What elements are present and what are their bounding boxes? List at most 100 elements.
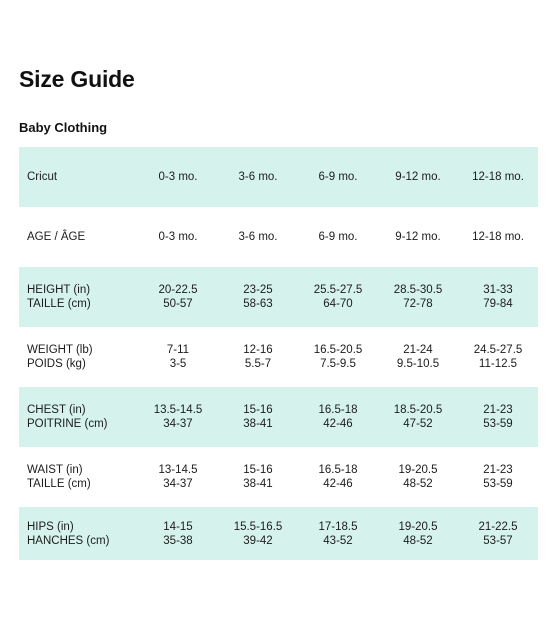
size-cell-line: 53-57 — [483, 534, 513, 547]
size-cell-line: 9-12 mo. — [395, 231, 441, 243]
size-cell-line: 0-3 mo. — [158, 171, 198, 183]
size-cell-line: 35-38 — [163, 534, 193, 547]
size-cell-line: 43-52 — [323, 534, 353, 547]
row-label-line: HIPS (in) — [27, 520, 74, 533]
size-cell: 14-15 35-38 — [138, 507, 218, 560]
size-cell-line: 34-37 — [163, 418, 193, 430]
table-row-height: HEIGHT (in) TAILLE (cm) 20-22.5 50-57 23-25 5… — [19, 267, 538, 327]
size-cell-line: 48-52 — [403, 534, 433, 547]
size-cell-line: 16.5-20.5 — [313, 344, 363, 356]
size-cell-line: 12-16 — [243, 344, 273, 356]
size-cell-line: 9-12 mo. — [395, 171, 441, 183]
row-label: WAIST (in) TAILLE (cm) — [19, 447, 138, 507]
size-cell-line: 21-23 — [483, 464, 513, 476]
size-cell-line: 7-11 — [166, 344, 190, 356]
size-cell: 3-6 mo. — [218, 207, 298, 267]
size-cell-line: 5.5-7 — [244, 358, 272, 370]
row-label-line: HEIGHT (in) — [27, 284, 91, 296]
size-cell: 18.5-20.5 47-52 — [378, 387, 458, 447]
size-cell: 28.5-30.5 72-78 — [378, 267, 458, 327]
row-label-line: WEIGHT (lb) — [27, 344, 93, 356]
size-cell-line: 64-70 — [323, 298, 353, 310]
size-cell: 16.5-18 42-46 — [298, 387, 378, 447]
page-title: Size Guide — [19, 66, 135, 92]
size-cell: 24.5-27.5 11-12.5 — [458, 327, 538, 387]
size-cell: 20-22.5 50-57 — [138, 267, 218, 327]
size-cell-line: 72-78 — [403, 298, 433, 310]
size-cell-line: 47-52 — [403, 418, 433, 430]
row-label-line: POITRINE (cm) — [27, 418, 108, 430]
size-cell: 13-14.5 34-37 — [138, 447, 218, 507]
size-cell: 17-18.5 43-52 — [298, 507, 378, 560]
size-cell-line: 24.5-27.5 — [473, 344, 523, 356]
size-cell-line: 21-22.5 — [478, 520, 518, 533]
size-cell: 19-20.5 48-52 — [378, 507, 458, 560]
row-label-line: POIDS (kg) — [27, 358, 86, 370]
size-cell: 6-9 mo. — [298, 207, 378, 267]
table-row-chest: CHEST (in) POITRINE (cm) 13.5-14.5 34-37 15-… — [19, 387, 538, 447]
size-cell-line: 12-18 mo. — [472, 171, 524, 183]
size-cell: 7-11 3-5 — [138, 327, 218, 387]
size-cell-line: 0-3 mo. — [158, 231, 198, 243]
row-label: AGE / ÂGE — [19, 207, 138, 267]
size-cell-line: 15.5-16.5 — [233, 520, 283, 533]
size-cell-line: 48-52 — [403, 478, 433, 490]
size-cell-line: 21-23 — [483, 404, 513, 416]
row-label: HIPS (in) HANCHES (cm) — [19, 507, 138, 560]
size-cell-line: 19-20.5 — [398, 520, 438, 533]
size-cell-line: 79-84 — [483, 298, 513, 310]
size-cell-line: 42-46 — [323, 478, 353, 490]
size-cell-line: 21-24 — [403, 344, 433, 356]
size-cell: 21-23 53-59 — [458, 387, 538, 447]
size-cell-line: 18.5-20.5 — [393, 404, 443, 416]
size-cell-line: 53-59 — [483, 418, 513, 430]
row-label: Cricut — [19, 147, 138, 207]
size-cell-line: 15-16 — [243, 464, 273, 476]
section-title: Baby Clothing — [19, 120, 108, 135]
size-cell: 15-16 38-41 — [218, 447, 298, 507]
row-label-line: HANCHES (cm) — [27, 534, 110, 547]
size-cell: 0-3 mo. — [138, 147, 218, 207]
row-label: CHEST (in) POITRINE (cm) — [19, 387, 138, 447]
size-cell-line: 9.5-10.5 — [396, 358, 440, 370]
size-cell-line: 3-6 mo. — [238, 231, 278, 243]
table-row-waist: WAIST (in) TAILLE (cm) 13-14.5 34-37 15-16 38… — [19, 447, 538, 507]
row-label-line: WAIST (in) — [27, 464, 83, 476]
row-label-line: TAILLE (cm) — [27, 298, 91, 310]
size-cell: 21-23 53-59 — [458, 447, 538, 507]
size-cell-line: 11-12.5 — [478, 358, 518, 370]
size-cell: 0-3 mo. — [138, 207, 218, 267]
size-cell-line: 50-57 — [163, 298, 193, 310]
size-cell-line: 6-9 mo. — [318, 231, 358, 243]
row-label: HEIGHT (in) TAILLE (cm) — [19, 267, 138, 327]
size-cell-line: 19-20.5 — [398, 464, 438, 476]
size-cell-line: 14-15 — [163, 520, 193, 533]
size-table-body: Cricut 0-3 mo. 3-6 mo. 6-9 mo. 9-12 mo. 12-18… — [19, 147, 538, 560]
size-cell: 13.5-14.5 34-37 — [138, 387, 218, 447]
size-cell-line: 12-18 mo. — [472, 231, 524, 243]
size-cell: 12-16 5.5-7 — [218, 327, 298, 387]
size-cell: 21-22.5 53-57 — [458, 507, 538, 560]
size-cell-line: 38-41 — [243, 418, 273, 430]
size-cell-line: 25.5-27.5 — [313, 284, 363, 296]
size-cell: 9-12 mo. — [378, 147, 458, 207]
size-cell-line: 38-41 — [243, 478, 273, 490]
size-cell: 15-16 38-41 — [218, 387, 298, 447]
size-cell-line: 16.5-18 — [318, 404, 358, 416]
size-cell-line: 17-18.5 — [318, 520, 358, 533]
row-label-line: TAILLE (cm) — [27, 478, 91, 490]
size-cell-line: 20-22.5 — [158, 284, 198, 296]
size-cell-line: 28.5-30.5 — [393, 284, 443, 296]
row-label-line: CHEST (in) — [27, 404, 86, 416]
size-cell-line: 3-6 mo. — [238, 171, 278, 183]
size-cell-line: 6-9 mo. — [318, 171, 358, 183]
table-row-hips: HIPS (in) HANCHES (cm) 14-15 35-38 15.5-16.5… — [19, 507, 538, 560]
size-cell-line: 42-46 — [323, 418, 353, 430]
size-cell-line: 34-37 — [163, 478, 193, 490]
table-row-cricut: Cricut 0-3 mo. 3-6 mo. 6-9 mo. 9-12 mo. 12-18… — [19, 147, 538, 207]
size-cell: 6-9 mo. — [298, 147, 378, 207]
size-cell-line: 13.5-14.5 — [153, 404, 203, 416]
table-row-weight: WEIGHT (lb) POIDS (kg) 7-11 3-5 12-16 5.5-7 16… — [19, 327, 538, 387]
size-cell-line: 16.5-18 — [318, 464, 358, 476]
size-cell: 25.5-27.5 64-70 — [298, 267, 378, 327]
